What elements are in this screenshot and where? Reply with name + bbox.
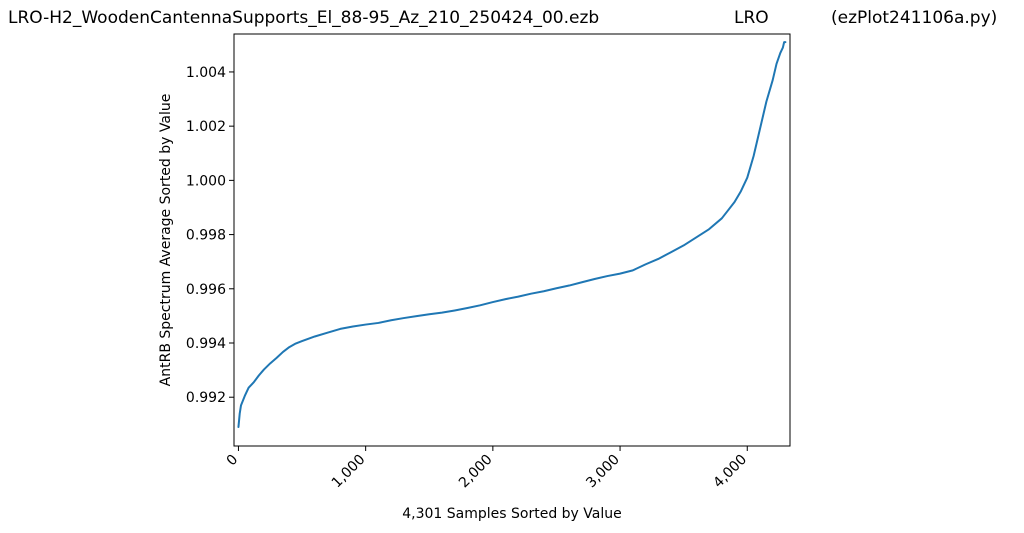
x-tick-label: 4,000 xyxy=(710,452,750,492)
x-tick-label: 0 xyxy=(224,452,242,470)
filename-header: LRO-H2_WoodenCantennaSupports_El_88-95_A… xyxy=(8,8,600,28)
plot-frame xyxy=(233,33,791,447)
y-tick-label: 1.004 xyxy=(186,65,226,81)
series-line xyxy=(237,41,787,429)
y-tick-label: 1.002 xyxy=(186,119,226,135)
y-tick-label: 0.996 xyxy=(186,282,226,298)
y-tick-label: 0.998 xyxy=(186,228,226,244)
script-header: (ezPlot241106a.py) xyxy=(831,8,998,28)
y-axis-label: AntRB Spectrum Average Sorted by Value xyxy=(158,94,174,387)
site-header: LRO xyxy=(734,8,769,28)
y-tick-label: 0.992 xyxy=(186,390,226,406)
y-tick-label: 1.000 xyxy=(186,173,226,189)
x-tick-label: 1,000 xyxy=(329,452,369,492)
y-tick-label: 0.994 xyxy=(186,336,226,352)
x-tick-label: 2,000 xyxy=(456,452,496,492)
x-tick-label: 3,000 xyxy=(583,452,623,492)
x-axis-label: 4,301 Samples Sorted by Value xyxy=(402,506,621,522)
